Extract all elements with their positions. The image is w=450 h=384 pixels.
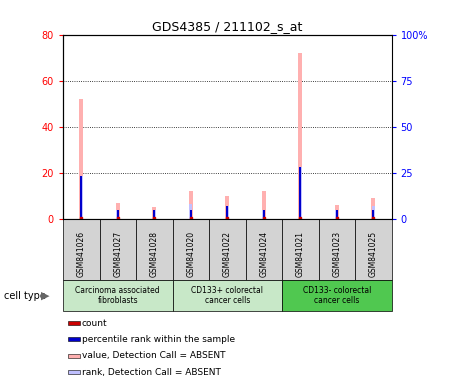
Text: CD133- colorectal
cancer cells: CD133- colorectal cancer cells	[302, 286, 371, 305]
Bar	[336, 210, 338, 219]
Text: Carcinoma associated
fibroblasts: Carcinoma associated fibroblasts	[76, 286, 160, 305]
Bar	[116, 203, 120, 219]
Bar	[226, 206, 229, 219]
Bar	[319, 219, 355, 280]
Bar	[79, 99, 83, 219]
Bar	[209, 219, 246, 280]
Bar	[335, 210, 338, 219]
Text: GSM841028: GSM841028	[150, 231, 159, 277]
Bar	[299, 167, 302, 219]
Bar	[68, 338, 80, 341]
Text: GSM841021: GSM841021	[296, 231, 305, 277]
Bar	[225, 196, 230, 219]
Text: GSM841024: GSM841024	[259, 231, 268, 277]
Bar	[261, 191, 266, 219]
Bar	[80, 177, 82, 219]
Bar	[246, 219, 282, 280]
Bar	[282, 280, 392, 311]
Bar	[68, 321, 80, 325]
Text: CD133+ colorectal
cancer cells: CD133+ colorectal cancer cells	[191, 286, 263, 305]
Bar	[189, 191, 193, 219]
Text: GSM841023: GSM841023	[332, 231, 341, 277]
Text: count: count	[82, 319, 107, 328]
Bar	[262, 210, 265, 219]
Bar	[371, 198, 375, 219]
Text: rank, Detection Call = ABSENT: rank, Detection Call = ABSENT	[82, 367, 220, 376]
Bar	[355, 219, 392, 280]
Text: GSM841022: GSM841022	[223, 231, 232, 277]
Bar	[63, 280, 172, 311]
Bar	[68, 354, 80, 358]
Bar	[152, 207, 157, 219]
Bar	[299, 167, 302, 219]
Bar	[68, 370, 80, 374]
Text: cell type: cell type	[4, 291, 46, 301]
Text: GSM841025: GSM841025	[369, 231, 378, 277]
Bar	[99, 219, 136, 280]
Bar	[263, 210, 265, 219]
Bar	[63, 219, 99, 280]
Bar	[189, 204, 192, 219]
Bar	[372, 210, 374, 219]
Title: GDS4385 / 211102_s_at: GDS4385 / 211102_s_at	[152, 20, 302, 33]
Bar	[226, 206, 228, 219]
Text: ▶: ▶	[41, 291, 49, 301]
Text: GSM841020: GSM841020	[186, 231, 195, 277]
Bar	[172, 219, 209, 280]
Bar	[117, 210, 119, 219]
Bar	[172, 280, 282, 311]
Bar	[282, 219, 319, 280]
Bar	[116, 210, 119, 219]
Bar	[153, 210, 155, 219]
Text: GSM841027: GSM841027	[113, 231, 122, 277]
Bar	[189, 210, 192, 219]
Bar	[136, 219, 172, 280]
Bar	[153, 210, 156, 219]
Bar	[334, 205, 339, 219]
Text: GSM841026: GSM841026	[77, 231, 86, 277]
Bar	[298, 53, 302, 219]
Bar	[372, 206, 375, 219]
Text: percentile rank within the sample: percentile rank within the sample	[82, 335, 235, 344]
Text: value, Detection Call = ABSENT: value, Detection Call = ABSENT	[82, 351, 225, 360]
Bar	[80, 177, 83, 219]
